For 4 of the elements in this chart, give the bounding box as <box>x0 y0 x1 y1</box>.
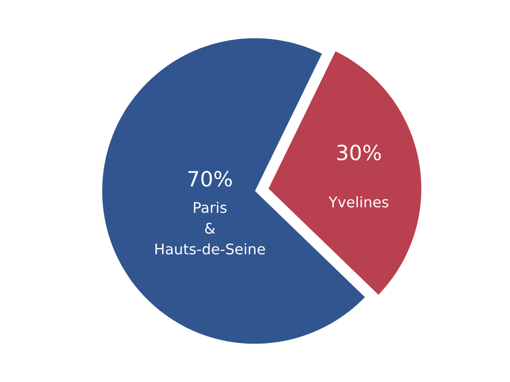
slice-label: Yvelines <box>328 196 388 208</box>
data-label: 30% <box>337 144 381 160</box>
data-label: 70% <box>188 170 232 187</box>
slice-label: Paris & Hauts-de-Seine <box>155 202 265 255</box>
